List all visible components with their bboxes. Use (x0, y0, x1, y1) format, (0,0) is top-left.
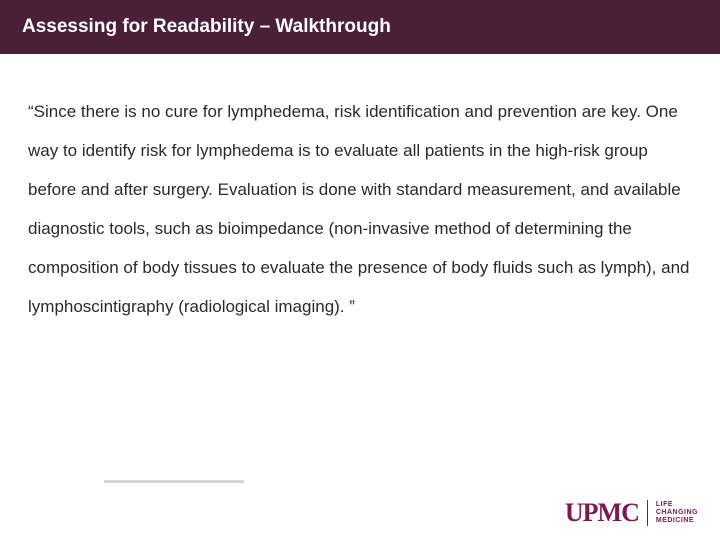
logo-mark: UPMC (565, 498, 639, 528)
logo-tagline: LIFE CHANGING MEDICINE (656, 501, 698, 524)
tagline-line-1: LIFE (656, 501, 698, 509)
slide-title: Assessing for Readability – Walkthrough (22, 16, 391, 38)
logo-divider (647, 500, 648, 526)
tagline-line-2: CHANGING (656, 509, 698, 517)
brand-logo: UPMC LIFE CHANGING MEDICINE (565, 498, 698, 528)
tagline-line-3: MEDICINE (656, 517, 698, 525)
footer-accent-line (104, 480, 244, 483)
body-paragraph: “Since there is no cure for lymphedema, … (0, 54, 720, 327)
header-bar: Assessing for Readability – Walkthrough (0, 0, 720, 54)
footer: UPMC LIFE CHANGING MEDICINE (0, 480, 720, 540)
